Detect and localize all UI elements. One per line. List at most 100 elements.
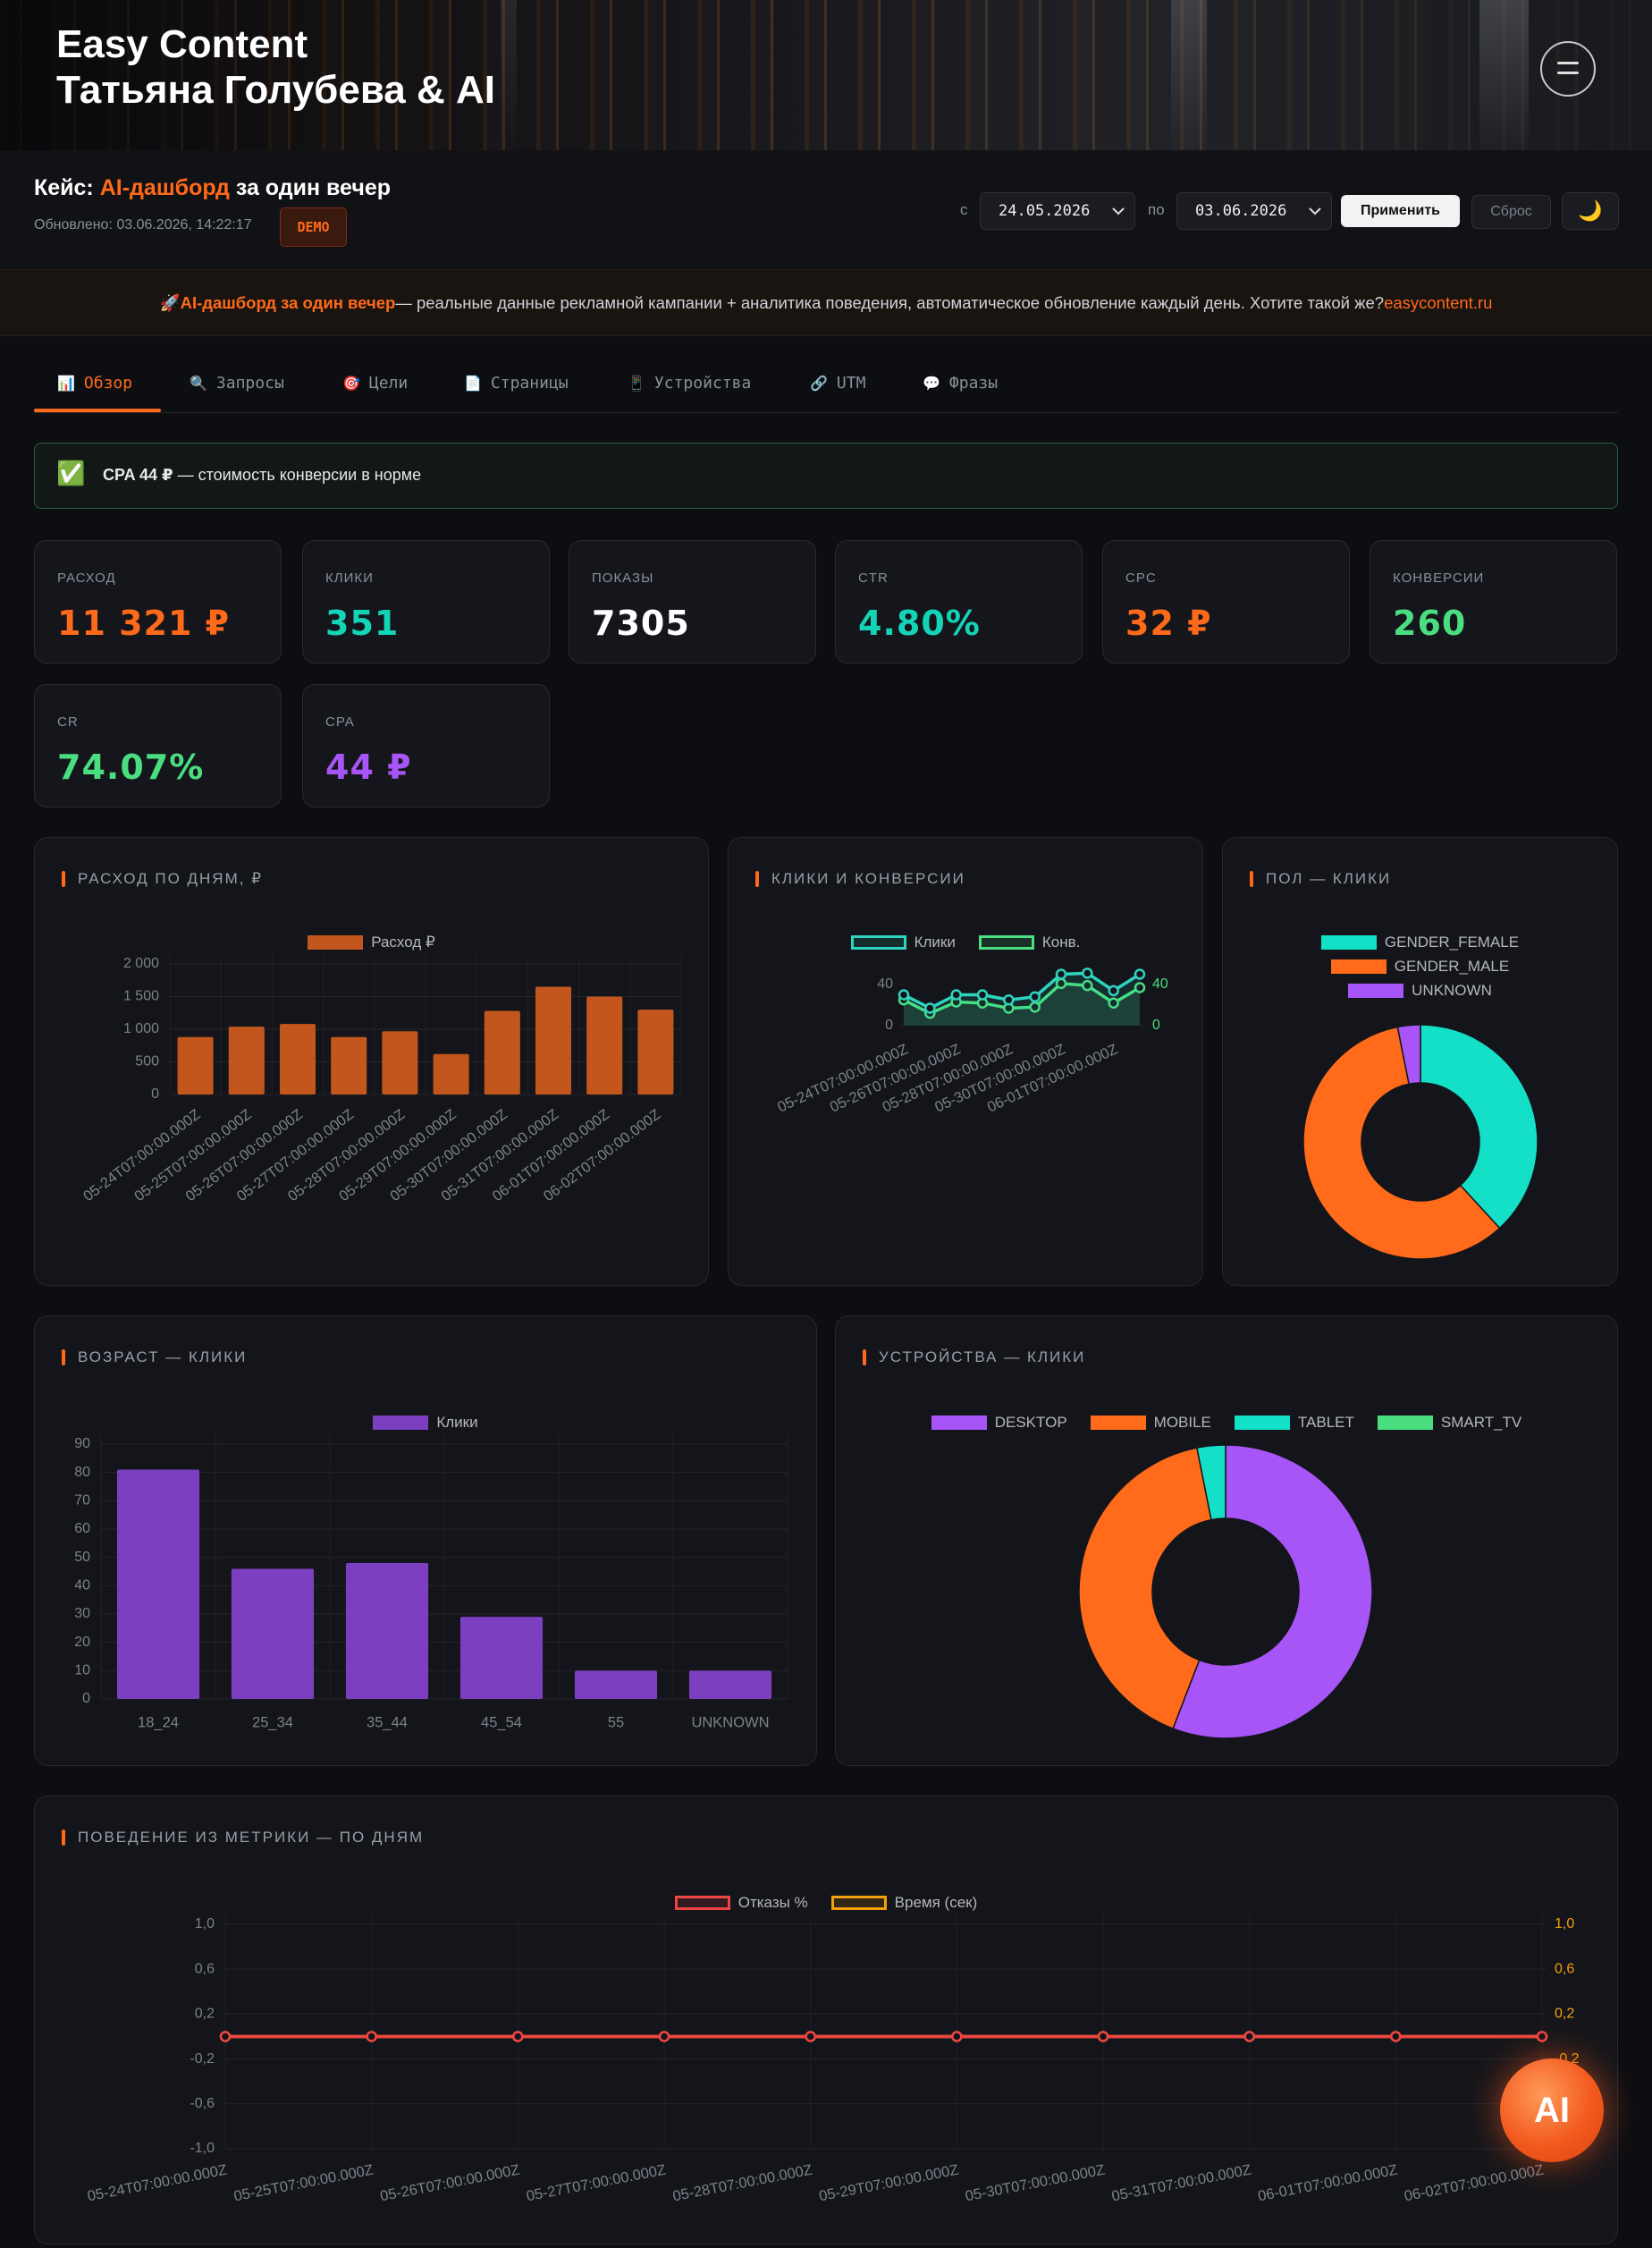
case-suffix: за один вечер (235, 175, 392, 200)
legend-label: GENDER_FEMALE (1384, 934, 1520, 951)
point (976, 989, 989, 1001)
chart-title: ПОВЕДЕНИЕ ИЗ МЕТРИКИ — ПО ДНЯМ (61, 1829, 425, 1846)
chart-svg: 04004005-24T07:00:00.000Z05-26T07:00:00.… (775, 968, 1168, 1116)
legend-item: DESKTOP (931, 1414, 1067, 1432)
legend-item: Клики (373, 1414, 478, 1432)
kpi-label: ПОКАЗЫ (592, 570, 654, 586)
legend-item: GENDER_MALE (1330, 958, 1510, 976)
doughnut-slice (1172, 1444, 1373, 1739)
menu-bar (1557, 72, 1579, 74)
tab[interactable]: 🎯 Цели (342, 374, 408, 393)
kpi-value: 32 ₽ (1125, 604, 1212, 643)
point (1029, 1001, 1041, 1013)
kpi-card: CPA 44 ₽ (302, 684, 550, 807)
y-tick-label: 0,2 (195, 2007, 215, 2022)
point (1082, 979, 1093, 992)
legend-label: Клики (436, 1414, 478, 1431)
tab[interactable]: 🔗 UTM (810, 374, 865, 393)
bar (331, 1036, 367, 1094)
kpi-value: 7305 (592, 604, 690, 643)
apply-button[interactable]: Применить (1341, 195, 1460, 227)
point (366, 2031, 377, 2042)
legend-swatch (978, 935, 1034, 950)
kpi-card: CTR 4.80% (835, 540, 1083, 663)
tab[interactable]: 🔍 Запросы (190, 374, 284, 393)
to-label: по (1148, 201, 1165, 218)
legend-item: UNKNOWN (1348, 982, 1492, 1000)
x-tick-label: 05-24T07:00:00.000Z (86, 2162, 228, 2205)
y-tick-label: 1 500 (123, 989, 159, 1004)
ai-assistant-button[interactable]: AI (1500, 2058, 1604, 2162)
point (951, 2031, 963, 2042)
chevron (1309, 207, 1321, 216)
bar (177, 1036, 214, 1094)
y2-tick-label: 0,6 (1555, 1961, 1574, 1976)
legend-swatch (1090, 1416, 1146, 1430)
y-tick-label: 40 (74, 1578, 90, 1593)
bar (688, 1670, 772, 1699)
bar (586, 996, 623, 1094)
tab[interactable]: 💬 Фразы (923, 374, 998, 393)
legend-swatch (308, 935, 364, 950)
point (805, 2031, 816, 2042)
promo-banner: 🚀 AI-дашборд за один вечер — реальные да… (0, 269, 1652, 336)
doughnut-slice (1196, 1444, 1226, 1521)
chart-title: КЛИКИ И КОНВЕРСИИ (755, 870, 965, 887)
tab-label: UTM (836, 374, 866, 393)
chart-svg: -1,0-0,6-0,20,20,61,0-1,0-0,6-0,20,20,61… (86, 1915, 1580, 2205)
date-from[interactable]: 24.05.2026 (980, 192, 1135, 230)
banner-link[interactable]: easycontent.ru (1384, 292, 1493, 312)
tab[interactable]: 📊 Обзор (57, 374, 132, 393)
date-to[interactable]: 03.06.2026 (1176, 192, 1332, 230)
line (903, 982, 1141, 1015)
theme-toggle[interactable]: 🌙 (1562, 192, 1619, 230)
y-tick-label: 30 (74, 1606, 90, 1621)
x-tick-label: 06-01T07:00:00.000Z (1257, 2162, 1399, 2205)
point (1134, 968, 1146, 980)
point (924, 1002, 936, 1014)
y2-tick-label: 1,0 (1555, 1916, 1574, 1931)
legend-swatch (830, 1896, 887, 1910)
point (1097, 2031, 1109, 2042)
menu-button[interactable] (1540, 41, 1596, 97)
date-value: 24.05.2026 (999, 202, 1091, 220)
kpi-label: CPA (325, 714, 355, 730)
tab-label: Страницы (490, 374, 569, 393)
y-tick-label: 50 (74, 1550, 90, 1565)
line-area (904, 983, 1140, 1026)
tab[interactable]: 📱 Устройства (628, 374, 751, 393)
legend-item: Расход ₽ (308, 934, 435, 951)
legend-label: SMART_TV (1440, 1414, 1522, 1431)
header-decor (1171, 0, 1207, 150)
banner-text: — реальные данные рекламной кампании + а… (395, 292, 1385, 312)
tab-icon: 💬 (923, 375, 940, 392)
point (1536, 2031, 1548, 2042)
y-tick-label: 70 (74, 1493, 90, 1509)
tab[interactable]: 📄 Страницы (464, 374, 569, 393)
bar (345, 1563, 429, 1699)
legend-label: GENDER_MALE (1394, 958, 1510, 975)
chart-svg (1302, 1024, 1538, 1260)
y-tick-label: 0 (82, 1691, 90, 1706)
kpi-label: CR (57, 714, 79, 730)
y2-tick-label: 0 (1152, 1018, 1160, 1033)
bar (484, 1010, 520, 1094)
x-tick-label: 55 (608, 1714, 624, 1730)
legend-label: TABLET (1297, 1414, 1354, 1431)
bar (535, 986, 572, 1094)
bar (459, 1617, 544, 1699)
case-title: Кейс: AI-дашборд за один вечер (34, 175, 391, 201)
tab-icon: 📄 (464, 375, 482, 392)
legend-label: Конв. (1041, 934, 1081, 951)
point (1055, 968, 1067, 980)
kpi-label: РАСХОД (57, 570, 116, 586)
y-tick-label: 20 (74, 1635, 90, 1650)
bar (382, 1031, 418, 1094)
legend-label: Отказы % (738, 1894, 808, 1911)
tab-label: Фразы (948, 374, 999, 393)
legend-item: Отказы % (674, 1894, 808, 1912)
tab-label: Запросы (215, 374, 284, 393)
kpi-label: КОНВЕРСИИ (1393, 570, 1485, 586)
header: Easy Content Татьяна Голубева & AI (0, 0, 1652, 151)
reset-button[interactable]: Сброс (1471, 195, 1551, 229)
